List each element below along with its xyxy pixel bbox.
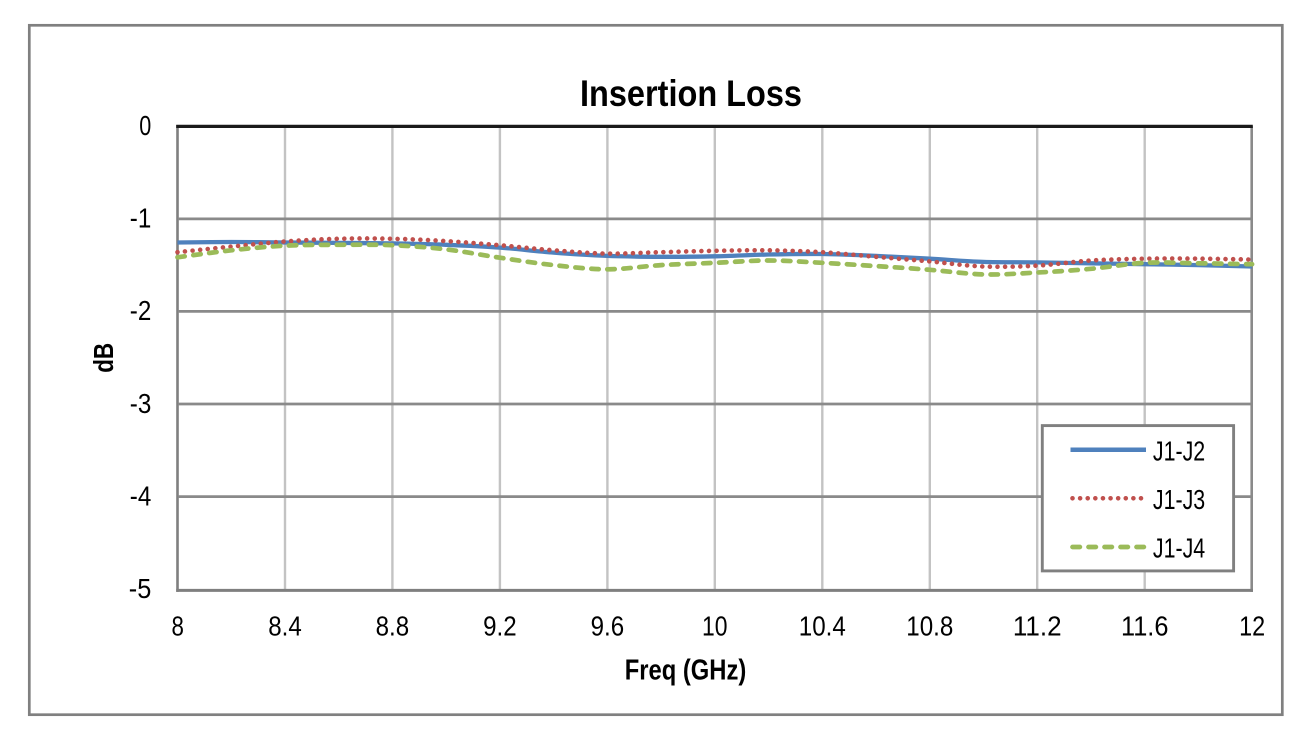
svg-text:-2: -2 — [130, 295, 152, 326]
svg-text:J1-J4: J1-J4 — [1153, 532, 1205, 563]
svg-text:9.6: 9.6 — [591, 611, 625, 642]
svg-text:10.8: 10.8 — [906, 611, 953, 642]
svg-text:12: 12 — [1239, 611, 1265, 642]
svg-text:Freq (GHz): Freq (GHz) — [625, 654, 747, 686]
svg-text:9.2: 9.2 — [483, 611, 517, 642]
svg-text:8.8: 8.8 — [376, 611, 410, 642]
svg-text:10.4: 10.4 — [799, 611, 846, 642]
svg-text:Insertion Loss: Insertion Loss — [580, 73, 802, 114]
svg-text:0: 0 — [139, 110, 151, 141]
svg-text:-3: -3 — [130, 388, 152, 419]
svg-text:dB: dB — [88, 343, 119, 373]
svg-text:8.4: 8.4 — [268, 611, 302, 642]
svg-text:11.6: 11.6 — [1121, 611, 1168, 642]
svg-text:10: 10 — [702, 611, 728, 642]
svg-text:J1-J2: J1-J2 — [1153, 435, 1205, 466]
svg-text:11.2: 11.2 — [1013, 611, 1062, 642]
svg-text:8: 8 — [172, 611, 184, 642]
svg-text:-1: -1 — [130, 203, 152, 234]
svg-text:J1-J3: J1-J3 — [1153, 484, 1205, 515]
svg-text:-5: -5 — [129, 573, 152, 604]
svg-text:-4: -4 — [130, 480, 152, 511]
